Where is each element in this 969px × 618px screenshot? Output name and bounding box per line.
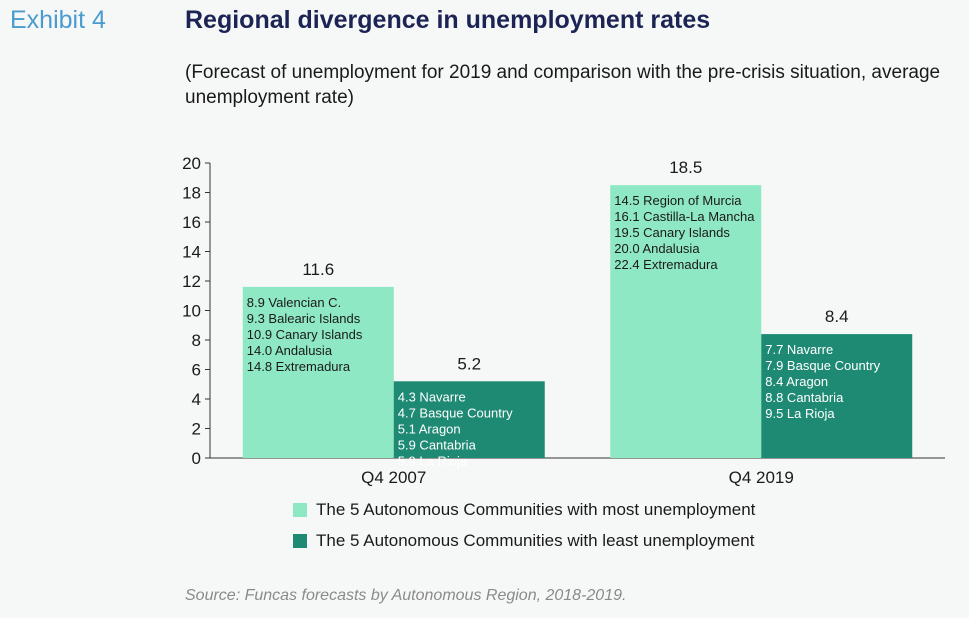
y-tick-label: 4 [192, 390, 201, 409]
chart-title: Regional divergence in unemployment rate… [185, 6, 711, 34]
bar-annotation: 8.8 Cantabria [765, 390, 844, 405]
bar-annotation: 7.9 Basque Country [765, 358, 880, 373]
y-tick-label: 14 [182, 243, 201, 262]
bar-annotation: 10.9 Canary Islands [247, 327, 363, 342]
y-tick-label: 0 [192, 449, 201, 468]
bar-value-label: 5.2 [457, 354, 481, 373]
bar [242, 286, 394, 458]
y-tick-label: 10 [182, 302, 201, 321]
bar-annotation: 8.4 Aragon [765, 374, 828, 389]
bar-annotation: 5.9 La Rioja [398, 453, 468, 468]
bar-annotation: 7.7 Navarre [765, 342, 833, 357]
y-tick-label: 12 [182, 272, 201, 291]
bar-annotation: 5.1 Aragon [398, 421, 461, 436]
legend-label-most: The 5 Autonomous Communities with most u… [316, 500, 756, 519]
bar-annotation: 4.3 Navarre [398, 389, 466, 404]
bar [393, 381, 545, 458]
x-tick-label: Q4 2019 [729, 468, 794, 487]
bar-annotation: 5.9 Cantabria [398, 437, 477, 452]
bar-annotation: 9.3 Balearic Islands [247, 311, 361, 326]
bar-annotation: 14.0 Andalusia [247, 343, 333, 358]
y-tick-label: 18 [182, 184, 201, 203]
bar-annotation: 20.0 Andalusia [614, 241, 700, 256]
bar-value-label: 18.5 [669, 158, 702, 177]
legend-swatch-least [293, 534, 307, 548]
exhibit-label: Exhibit 4 [10, 6, 106, 34]
y-tick-label: 2 [192, 420, 201, 439]
bar-annotation: 16.1 Castilla-La Mancha [614, 209, 755, 224]
y-tick-label: 6 [192, 361, 201, 380]
source-note: Source: Funcas forecasts by Autonomous R… [185, 587, 627, 604]
chart-subtitle: (Forecast of unemployment for 2019 and c… [185, 62, 941, 108]
x-tick-label: Q4 2007 [361, 468, 426, 487]
legend-item-least: The 5 Autonomous Communities with least … [293, 531, 755, 551]
y-tick-label: 8 [192, 331, 201, 350]
y-tick-label: 20 [182, 154, 201, 173]
legend-label-least: The 5 Autonomous Communities with least … [316, 531, 755, 550]
bar-annotation: 9.5 La Rioja [765, 406, 835, 421]
bar-annotation: 22.4 Extremadura [614, 257, 718, 272]
bar-value-label: 11.6 [302, 260, 334, 279]
bar-annotation: 14.8 Extremadura [247, 359, 351, 374]
bar-chart: 0 2 4 6 8 10 12 14 16 18 20 11.6 8.9 Valencian C.9.3… [182, 154, 945, 487]
bar [610, 185, 762, 458]
bar-annotation: 8.9 Valencian C. [247, 295, 341, 310]
bar-annotation: 4.7 Basque Country [398, 405, 513, 420]
bar-annotation: 19.5 Canary Islands [614, 225, 730, 240]
legend: The 5 Autonomous Communities with most u… [293, 500, 755, 562]
bar-value-label: 8.4 [825, 307, 849, 326]
y-tick-label: 16 [182, 213, 201, 232]
bar-annotation: 14.5 Region of Murcia [614, 193, 742, 208]
bar [761, 334, 913, 458]
legend-item-most: The 5 Autonomous Communities with most u… [293, 500, 755, 520]
legend-swatch-most [293, 503, 307, 517]
